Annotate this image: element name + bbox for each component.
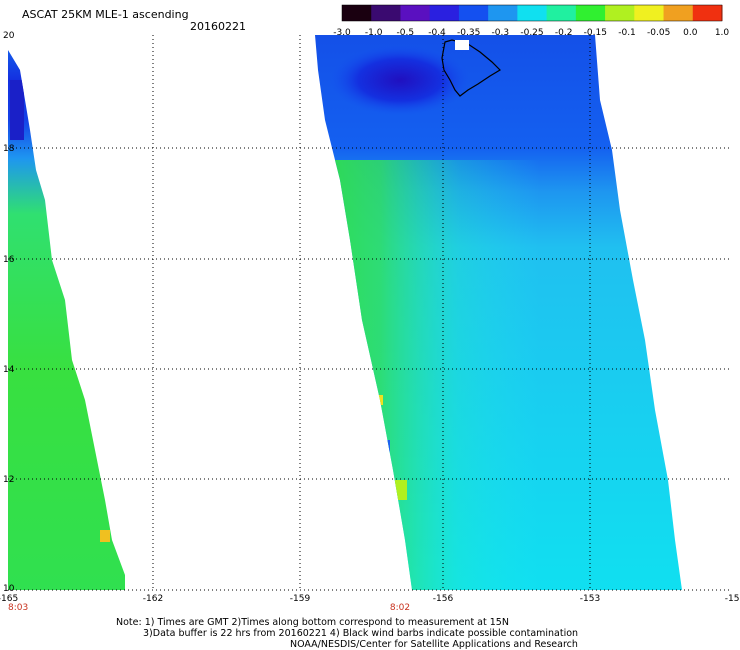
note-line-2: 3)Data buffer is 22 hrs from 20160221 4)…: [143, 628, 579, 639]
right-swath: [315, 35, 682, 590]
longitude-label: -153: [580, 594, 600, 604]
colorbar-label: -3.0: [333, 28, 351, 38]
latitude-label: 16: [3, 255, 15, 265]
note-line-1: Note: 1) Times are GMT 2)Times along bot…: [116, 617, 509, 628]
land-mask: [455, 40, 469, 50]
colorbar-segment: [663, 5, 694, 21]
colorbar-label: -0.1: [618, 28, 636, 38]
colorbar-segment: [342, 5, 372, 21]
colorbar-label: -0.5: [397, 28, 415, 38]
colorbar-labels: -3.0 -1.0 -0.5 -0.4 -0.35 -0.3 -0.25 -0.2 -0.15 -…: [333, 28, 729, 38]
colorbar-segment: [517, 5, 548, 21]
colorbar-label: -0.4: [428, 28, 446, 38]
map-date: 20160221: [190, 20, 246, 33]
left-swath: [8, 50, 125, 590]
grid: [8, 35, 732, 590]
colorbar-segment: [488, 5, 518, 21]
latitude-label: 18: [3, 144, 15, 154]
longitude-label: -162: [143, 594, 163, 604]
colorbar-segment: [692, 5, 723, 21]
colorbar: [341, 4, 723, 22]
colorbar-label: 0.0: [683, 28, 698, 38]
colorbar-segment: [458, 5, 489, 21]
swath-time-label: 8:03: [8, 603, 28, 613]
colorbar-segment: [371, 5, 401, 21]
latitude-label: 12: [3, 475, 14, 485]
map-plot: -3.0 -1.0 -0.5 -0.4 -0.35 -0.3 -0.25 -0.2 -0.15 -…: [0, 4, 740, 613]
colorbar-segment: [400, 5, 431, 21]
longitude-label: -165: [0, 594, 18, 604]
longitude-label: -159: [290, 594, 311, 604]
map-title: ASCAT 25KM MLE-1 ascending: [22, 8, 189, 21]
latitude-label: 14: [3, 365, 15, 375]
colorbar-segment: [429, 5, 460, 21]
colorbar-label: -0.3: [492, 28, 510, 38]
colorbar-label: -0.25: [520, 28, 543, 38]
latitude-label: 10: [3, 584, 15, 594]
colorbar-segment: [634, 5, 665, 21]
swath-time-label: 8:02: [390, 603, 410, 613]
colorbar-segment: [605, 5, 635, 21]
latitude-label: 20: [3, 31, 15, 41]
colorbar-segment: [575, 5, 606, 21]
longitude-label: -150: [725, 594, 740, 604]
colorbar-label: -0.05: [647, 28, 670, 38]
colorbar-label: -0.35: [457, 28, 480, 38]
colorbar-segment: [546, 5, 577, 21]
colorbar-label: -1.0: [365, 28, 383, 38]
colorbar-label: 1.0: [715, 28, 730, 38]
colorbar-label: -0.2: [555, 28, 573, 38]
colorbar-label: -0.15: [584, 28, 607, 38]
island-outline: [441, 39, 501, 97]
longitude-label: -156: [433, 594, 454, 604]
note-line-3: NOAA/NESDIS/Center for Satellite Applica…: [290, 639, 578, 650]
